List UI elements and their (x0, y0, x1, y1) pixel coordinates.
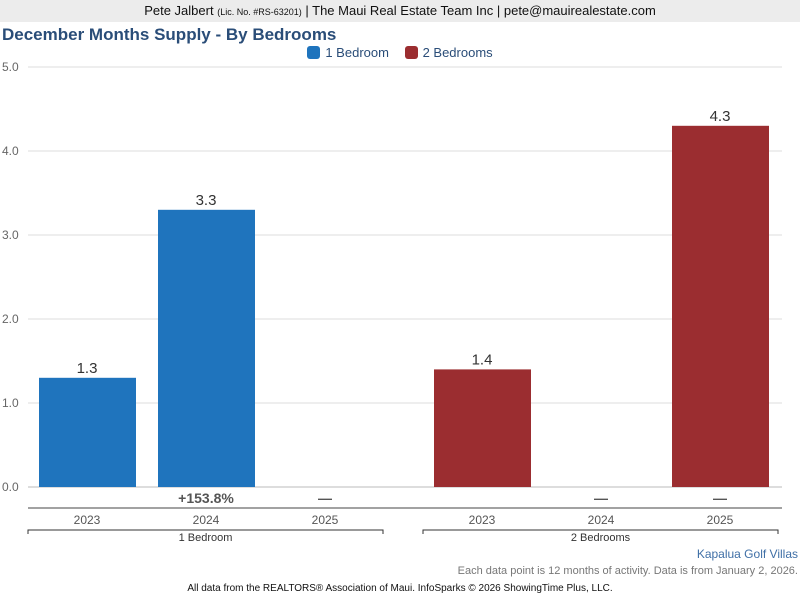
x-tick-label: 2025 (312, 513, 339, 527)
bar (39, 377, 136, 487)
y-tick-label: 5.0 (2, 60, 19, 74)
area-name: Kapalua Golf Villas (696, 547, 798, 561)
license: (Lic. No. #RS-63201) (217, 7, 302, 17)
change-label: +153.8% (178, 490, 234, 506)
group-bracket (422, 529, 779, 534)
legend-label: 2 Bedrooms (422, 45, 493, 60)
group-label: 2 Bedrooms (571, 532, 631, 544)
x-tick-label: 2024 (588, 513, 615, 527)
legend-swatch (307, 46, 321, 59)
bar (158, 209, 255, 488)
y-tick-label: 4.0 (2, 144, 19, 158)
data-label: 1.4 (472, 351, 493, 368)
x-tick-label: 2025 (707, 513, 734, 527)
footer: All data from the REALTORS® Association … (187, 583, 613, 594)
bar (434, 369, 531, 487)
change-label: — (594, 490, 608, 506)
y-tick-label: 0.0 (2, 480, 19, 494)
data-label: 1.3 (77, 360, 98, 377)
change-label: — (318, 490, 332, 506)
bar-chart: 0.0 1.0 2.0 3.0 4.0 5.0 1.3 2023 3.3 +153.8% 2024 —… (2, 60, 782, 544)
group-bracket (27, 529, 384, 534)
legend-label: 1 Bedroom (325, 45, 389, 60)
bar (672, 125, 769, 488)
y-tick-label: 2.0 (2, 312, 19, 326)
x-tick-label: 2024 (193, 513, 220, 527)
chart-title: December Months Supply - By Bedrooms (2, 25, 337, 44)
legend-item-2-bedrooms[interactable]: 2 Bedrooms (404, 45, 493, 60)
change-label: — (713, 490, 727, 506)
y-tick-label: 3.0 (2, 228, 19, 242)
legend-item-1-bedroom[interactable]: 1 Bedroom (307, 45, 389, 60)
agent-header: Pete Jalbert (Lic. No. #RS-63201) | The … (0, 0, 800, 22)
data-label: 3.3 (196, 192, 217, 209)
legend-swatch (404, 46, 418, 59)
agent-contact: | The Maui Real Estate Team Inc | pete@m… (305, 3, 656, 18)
x-tick-label: 2023 (74, 513, 101, 527)
group-label: 1 Bedroom (179, 532, 233, 544)
x-tick-label: 2023 (469, 513, 496, 527)
legend: 1 Bedroom 2 Bedrooms (0, 45, 800, 60)
y-tick-label: 1.0 (2, 396, 19, 410)
agent-name: Pete Jalbert (144, 3, 214, 18)
data-label: 4.3 (710, 108, 731, 125)
data-note: Each data point is 12 months of activity… (457, 565, 798, 577)
